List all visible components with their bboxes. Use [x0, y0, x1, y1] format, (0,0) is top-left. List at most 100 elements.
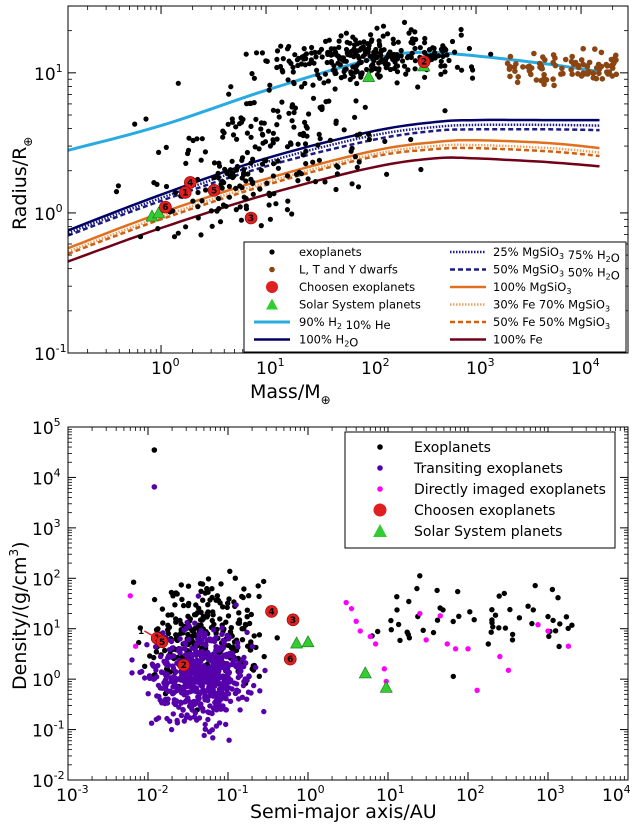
- transiting-exoplanet-point: [235, 696, 242, 702]
- imaged-exoplanet-point: [132, 643, 139, 649]
- exoplanet-point: [274, 48, 281, 54]
- dwarf-point: [604, 69, 610, 75]
- exoplanet-point: [489, 607, 495, 613]
- exoplanet-point: [455, 588, 461, 595]
- curve-h2o_mg50: [68, 127, 600, 237]
- exoplanet-point: [530, 607, 536, 613]
- exoplanet-point: [241, 167, 247, 173]
- exoplanet-point: [377, 43, 383, 49]
- imaged-exoplanet-point: [545, 628, 551, 634]
- exoplanet-point: [168, 589, 175, 596]
- dwarf-point: [596, 70, 602, 77]
- exoplanet-point: [471, 617, 477, 623]
- exoplanet-point: [550, 617, 556, 624]
- transiting-exoplanet-point: [145, 691, 151, 697]
- y-tick-label: 105: [32, 416, 61, 439]
- y-tick-label: 101: [32, 618, 61, 641]
- exoplanet-point: [256, 632, 263, 638]
- exoplanet-point: [354, 41, 360, 47]
- exoplanet-point: [226, 91, 232, 97]
- density-points: 1524361: [127, 447, 575, 743]
- exoplanet-point: [248, 123, 254, 129]
- transiting-exoplanet-point: [208, 654, 215, 660]
- x-tick-label: 10-2: [136, 783, 169, 806]
- exoplanet-point: [160, 620, 166, 626]
- exoplanet-point: [380, 33, 386, 39]
- exoplanet-point: [545, 613, 551, 620]
- exoplanet-point: [151, 180, 157, 186]
- exoplanet-point: [162, 647, 168, 654]
- exoplanet-point: [352, 154, 358, 160]
- transiting-exoplanet-point: [223, 707, 229, 713]
- exoplanet-point: [434, 587, 440, 594]
- exoplanet-point: [563, 614, 570, 620]
- exoplanet-point: [266, 87, 272, 93]
- exoplanet-point: [394, 63, 401, 69]
- exoplanet-point: [395, 39, 401, 45]
- curve-fe100: [68, 156, 600, 263]
- legend-label: 100% Fe: [493, 333, 543, 347]
- exoplanet-point: [204, 585, 210, 592]
- imaged-exoplanet-point: [367, 633, 373, 640]
- exoplanet-point: [249, 71, 255, 77]
- exoplanet-point: [143, 116, 149, 122]
- dwarf-point: [562, 56, 569, 63]
- exoplanet-point: [302, 141, 309, 147]
- exoplanet-point: [309, 44, 315, 51]
- exoplanet-point: [185, 613, 191, 619]
- exoplanet-point: [299, 54, 305, 60]
- exoplanet-point: [322, 71, 328, 77]
- dwarf-point: [560, 70, 566, 77]
- exoplanet-point: [430, 629, 437, 636]
- exoplanet-point: [151, 596, 158, 603]
- transiting-exoplanet-point: [181, 627, 187, 633]
- dwarf-point: [515, 74, 521, 80]
- transiting-exoplanet-point: [167, 718, 173, 724]
- transiting-exoplanet-point: [164, 700, 171, 706]
- exoplanet-point: [456, 613, 462, 619]
- exoplanet-point: [290, 64, 296, 70]
- dwarf-point: [538, 77, 545, 84]
- exoplanet-point: [375, 628, 381, 635]
- exoplanet-point: [236, 619, 242, 625]
- legend-label: 50% MgSiO3 50% H2O: [493, 263, 620, 283]
- exoplanet-point: [199, 198, 205, 204]
- dwarf-point: [575, 71, 581, 77]
- imaged-exoplanet-point: [348, 605, 355, 612]
- exoplanet-point: [223, 203, 229, 209]
- exoplanet-point: [353, 98, 359, 104]
- exoplanet-point: [211, 175, 217, 181]
- exoplanet-point: [401, 19, 408, 25]
- transiting-exoplanet-point: [178, 712, 185, 719]
- exoplanet-point: [136, 639, 142, 646]
- imaged-exoplanet-point: [417, 610, 423, 617]
- dwarf-point: [504, 60, 511, 67]
- axis-ticks-bottom: 10-3 10-2 10-1 100 101 102 103 10410-210-110010…: [32, 416, 631, 806]
- legend-top: exoplanets L, T and Y dwarfs Choosen exopl…: [243, 241, 627, 353]
- exoplanet-point: [295, 178, 301, 184]
- chosen-exoplanet-marker: [286, 613, 300, 627]
- transiting-exoplanet-point: [210, 690, 216, 696]
- exoplanet-point: [394, 607, 400, 613]
- exoplanet-point: [557, 621, 563, 627]
- exoplanet-point: [205, 602, 211, 608]
- transiting-exoplanet-point: [225, 636, 232, 642]
- exoplanet-point: [194, 136, 200, 142]
- exoplanet-point: [232, 575, 238, 581]
- transiting-exoplanet-point: [200, 706, 206, 712]
- exoplanet-point: [315, 142, 321, 148]
- transiting-exoplanet-point: [185, 695, 191, 701]
- transiting-exoplanet-point: [244, 696, 250, 702]
- transiting-exoplanet-point: [212, 672, 219, 678]
- exoplanet-point: [239, 157, 245, 163]
- exoplanet-point: [264, 180, 270, 186]
- transiting-exoplanet-point: [223, 667, 229, 673]
- x-tick-label: 103: [466, 356, 495, 379]
- dwarf-point: [528, 71, 534, 78]
- dwarf-point: [552, 55, 558, 61]
- exoplanet-point: [270, 130, 276, 136]
- legend-marker: [377, 444, 383, 450]
- exoplanet-point: [207, 597, 213, 603]
- exoplanet-point: [256, 673, 262, 679]
- exoplanet-point: [317, 75, 323, 81]
